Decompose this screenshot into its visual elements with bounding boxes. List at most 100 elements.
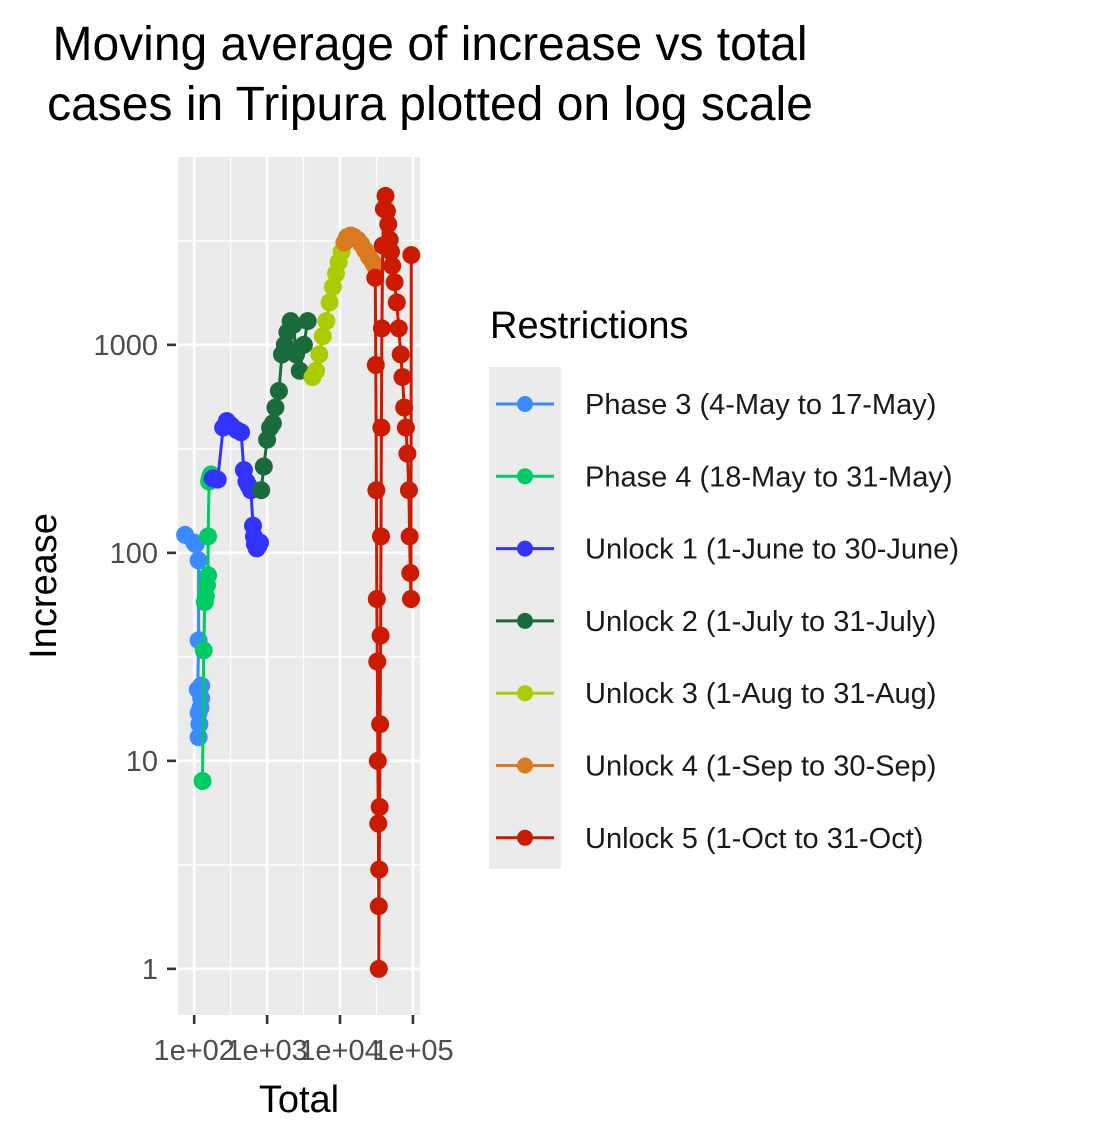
data-point: [389, 319, 408, 338]
data-point: [367, 481, 386, 500]
data-point: [367, 590, 386, 608]
data-point: [382, 242, 400, 261]
data-point: [189, 551, 208, 570]
legend-key-point: [517, 612, 533, 629]
y-tick-label: 1000: [93, 330, 158, 362]
y-axis: 1 10 100 1000: [93, 330, 176, 986]
data-point: [372, 319, 391, 338]
data-point: [294, 335, 313, 354]
data-point: [313, 327, 332, 346]
legend-label: Unlock 4 (1-Sep to 30-Sep): [585, 751, 936, 783]
data-point: [192, 676, 211, 695]
series-3: [203, 412, 269, 558]
legend-item: Unlock 4 (1-Sep to 30-Sep): [496, 751, 936, 783]
data-point: [192, 689, 211, 708]
series-5: [303, 242, 351, 387]
data-point: [320, 293, 339, 312]
series-layer: [176, 186, 421, 978]
legend-entries: Phase 3 (4-May to 17-May) Phase 4 (18-May…: [496, 389, 959, 855]
legend-key-point: [517, 829, 533, 846]
data-point: [199, 566, 218, 585]
data-point: [370, 860, 389, 879]
legend-item: Unlock 5 (1-Oct to 31-Oct): [496, 823, 923, 855]
data-point: [370, 798, 389, 816]
chart-title-line-1: Moving average of increase vs total: [52, 18, 807, 71]
x-axis-title: Total: [259, 1079, 339, 1121]
legend-item: Unlock 3 (1-Aug to 31-Aug): [496, 678, 936, 710]
x-tick-label: 1e+02: [153, 1035, 234, 1067]
data-point: [371, 715, 390, 734]
data-point: [398, 444, 417, 463]
legend-item: Phase 3 (4-May to 17-May): [496, 389, 936, 421]
data-point: [284, 315, 303, 334]
legend-label: Phase 4 (18-May to 31-May): [585, 461, 952, 493]
y-axis-title: Increase: [23, 513, 65, 659]
legend-key-point: [517, 757, 533, 774]
legend-label: Phase 3 (4-May to 17-May): [585, 389, 936, 421]
legend-item: Unlock 1 (1-June to 30-June): [496, 534, 959, 566]
data-point: [307, 361, 326, 380]
x-tick-label: 1e+03: [226, 1035, 307, 1067]
data-point: [266, 398, 285, 417]
legend-key-point: [517, 396, 533, 412]
data-point: [208, 470, 227, 489]
data-point: [393, 368, 412, 387]
data-point: [402, 590, 420, 608]
data-point: [383, 256, 402, 275]
series-4: [252, 312, 317, 500]
data-point: [251, 533, 269, 552]
chart-title-line-2: cases in Tripura plotted on log scale: [47, 78, 813, 131]
data-point: [194, 641, 213, 660]
data-point: [379, 215, 398, 234]
data-point: [391, 345, 410, 364]
data-point: [298, 312, 317, 331]
data-point: [366, 356, 385, 374]
x-tick-label: 1e+04: [299, 1035, 380, 1067]
data-point: [377, 202, 396, 220]
legend-label: Unlock 3 (1-Aug to 31-Aug): [585, 678, 936, 710]
y-tick-label: 10: [126, 746, 158, 778]
data-point: [193, 772, 212, 790]
data-point: [254, 457, 273, 476]
data-point: [371, 626, 390, 645]
x-tick-label: 1e+05: [372, 1035, 453, 1067]
data-point: [369, 959, 388, 978]
data-point: [199, 527, 218, 546]
legend-item: Phase 4 (18-May to 31-May): [496, 461, 952, 493]
legend-title: Restrictions: [490, 305, 689, 347]
data-point: [269, 382, 288, 400]
data-point: [372, 527, 390, 546]
y-tick-label: 1: [142, 954, 158, 986]
data-point: [317, 312, 336, 331]
data-point: [385, 273, 404, 292]
legend-key-point: [517, 540, 533, 557]
data-point: [252, 481, 271, 500]
data-point: [372, 418, 391, 437]
data-point: [387, 293, 406, 312]
series-6: [335, 226, 384, 275]
data-point: [366, 268, 385, 287]
legend-key-point: [517, 468, 533, 485]
data-point: [401, 564, 420, 582]
data-point: [402, 246, 421, 265]
data-point: [400, 527, 419, 546]
data-point: [369, 814, 388, 833]
data-point: [395, 398, 414, 417]
legend: Restrictions Phase 3 (4-May to 17-May)Ph…: [489, 305, 959, 869]
data-point: [190, 715, 209, 734]
data-point: [232, 423, 251, 442]
data-point: [263, 414, 282, 433]
series-7: [366, 186, 421, 978]
data-point: [310, 345, 329, 364]
data-point: [376, 186, 395, 205]
legend-label: Unlock 2 (1-July to 31-July): [585, 606, 936, 638]
data-point: [369, 897, 388, 916]
chart-title: Moving average of increase vs total case…: [47, 18, 813, 131]
legend-key-point: [517, 685, 533, 702]
data-point: [399, 481, 418, 500]
legend-label: Unlock 1 (1-June to 30-June): [585, 534, 959, 566]
data-point: [368, 751, 387, 770]
legend-item: Unlock 2 (1-July to 31-July): [496, 606, 936, 638]
